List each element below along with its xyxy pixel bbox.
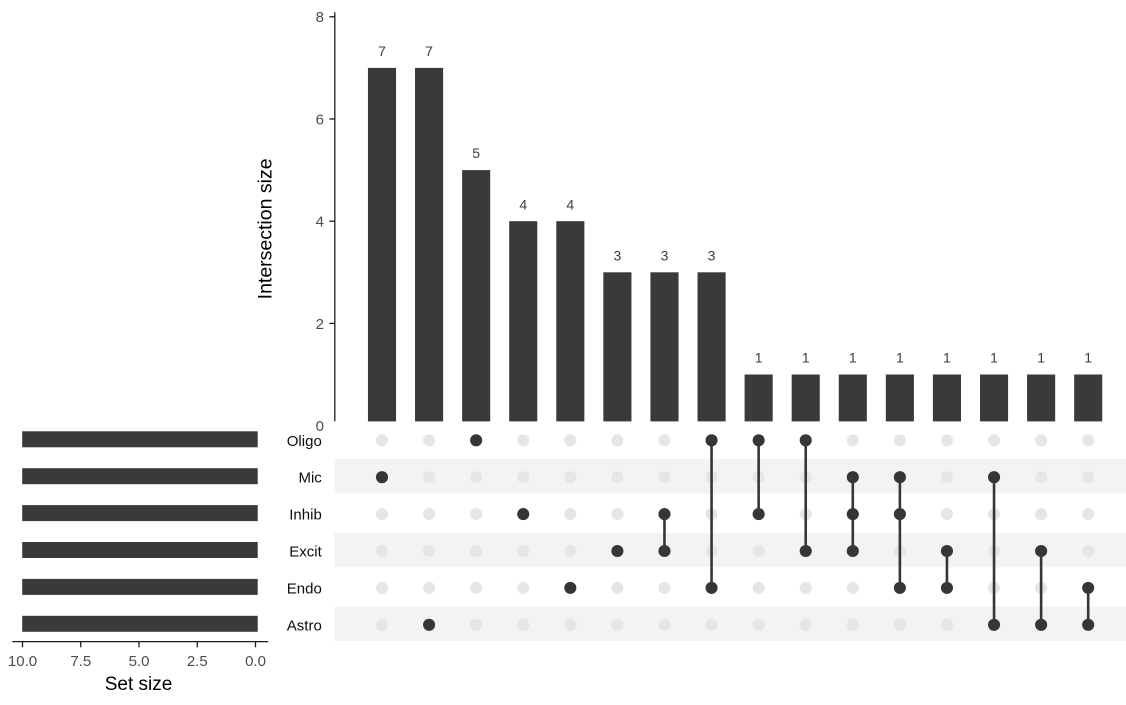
svg-text:Intersection size: Intersection size bbox=[254, 158, 276, 299]
svg-text:1: 1 bbox=[802, 350, 810, 366]
svg-text:1: 1 bbox=[896, 350, 904, 366]
svg-text:3: 3 bbox=[661, 247, 669, 263]
svg-text:2: 2 bbox=[316, 316, 324, 333]
svg-text:Mic: Mic bbox=[298, 470, 322, 487]
svg-text:1: 1 bbox=[990, 350, 998, 366]
svg-text:10.0: 10.0 bbox=[8, 653, 37, 670]
svg-text:Endo: Endo bbox=[287, 580, 322, 597]
svg-text:1: 1 bbox=[849, 350, 857, 366]
svg-text:7: 7 bbox=[425, 43, 433, 59]
svg-text:1: 1 bbox=[943, 350, 951, 366]
svg-text:1: 1 bbox=[755, 350, 763, 366]
svg-text:7: 7 bbox=[378, 43, 386, 59]
svg-text:3: 3 bbox=[614, 247, 622, 263]
svg-text:5: 5 bbox=[472, 145, 480, 161]
svg-text:4: 4 bbox=[566, 196, 574, 212]
svg-text:7.5: 7.5 bbox=[70, 653, 91, 670]
svg-text:8: 8 bbox=[316, 9, 324, 26]
svg-text:0: 0 bbox=[316, 418, 324, 435]
svg-text:1: 1 bbox=[1084, 350, 1092, 366]
svg-text:Astro: Astro bbox=[287, 617, 322, 634]
svg-text:6: 6 bbox=[316, 111, 324, 128]
svg-text:3: 3 bbox=[708, 247, 716, 263]
svg-text:Inhib: Inhib bbox=[289, 507, 322, 524]
svg-text:Excit: Excit bbox=[289, 543, 322, 560]
svg-text:4: 4 bbox=[316, 214, 324, 231]
svg-text:1: 1 bbox=[1037, 350, 1045, 366]
svg-text:0.0: 0.0 bbox=[245, 653, 266, 670]
svg-text:Oligo: Oligo bbox=[287, 433, 322, 450]
svg-text:4: 4 bbox=[519, 196, 527, 212]
svg-text:Set size: Set size bbox=[105, 674, 173, 695]
svg-text:2.5: 2.5 bbox=[187, 653, 208, 670]
svg-text:5.0: 5.0 bbox=[129, 653, 150, 670]
